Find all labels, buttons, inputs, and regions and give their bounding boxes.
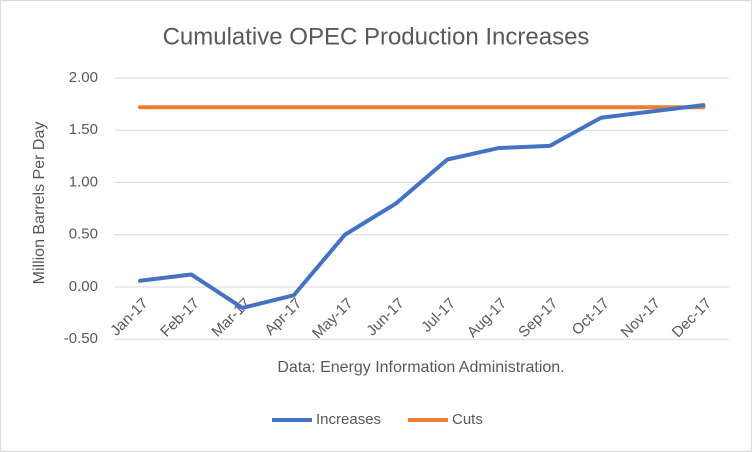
y-axis-label: Million Barrels Per Day bbox=[31, 122, 48, 285]
y-tick-label: 1.50 bbox=[69, 121, 98, 138]
chart-title: Cumulative OPEC Production Increases bbox=[163, 23, 590, 50]
legend-label: Increases bbox=[316, 411, 381, 428]
legend-label: Cuts bbox=[452, 411, 483, 428]
y-tick-label: 0.00 bbox=[69, 278, 98, 295]
y-tick-label: 2.00 bbox=[69, 69, 98, 86]
y-tick-label: -0.50 bbox=[64, 330, 98, 347]
annotation: Data: Energy Information Administration. bbox=[277, 359, 564, 376]
y-tick-label: 0.50 bbox=[69, 226, 98, 243]
y-tick-label: 1.00 bbox=[69, 173, 98, 190]
series-line bbox=[138, 103, 706, 310]
